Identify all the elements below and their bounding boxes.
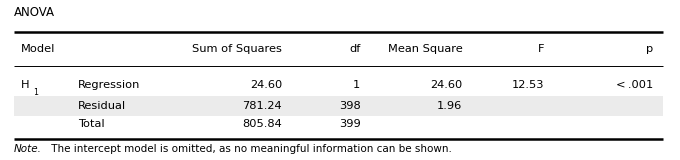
Text: 24.60: 24.60	[430, 80, 462, 90]
Text: 12.53: 12.53	[511, 80, 544, 90]
Text: 805.84: 805.84	[243, 119, 282, 129]
Text: Note.: Note.	[14, 144, 41, 154]
Text: df: df	[349, 44, 360, 54]
Text: 399: 399	[339, 119, 360, 129]
Bar	[14, 96, 663, 116]
Text: Sum of Squares: Sum of Squares	[192, 44, 282, 54]
Text: 1.96: 1.96	[437, 101, 462, 111]
Text: The intercept model is omitted, as no meaningful information can be shown.: The intercept model is omitted, as no me…	[48, 144, 452, 154]
Text: Regression: Regression	[78, 80, 141, 90]
Text: p: p	[645, 44, 653, 54]
Text: 1: 1	[353, 80, 360, 90]
Text: < .001: < .001	[615, 80, 653, 90]
Text: Mean Square: Mean Square	[388, 44, 462, 54]
Text: 781.24: 781.24	[243, 101, 282, 111]
Text: Model: Model	[20, 44, 55, 54]
Text: Residual: Residual	[78, 101, 126, 111]
Text: Total: Total	[78, 119, 105, 129]
Text: 1: 1	[33, 88, 37, 97]
Text: 398: 398	[339, 101, 360, 111]
Text: F: F	[537, 44, 544, 54]
Text: 24.60: 24.60	[250, 80, 282, 90]
Text: H: H	[20, 80, 29, 90]
Text: ANOVA: ANOVA	[14, 5, 54, 19]
